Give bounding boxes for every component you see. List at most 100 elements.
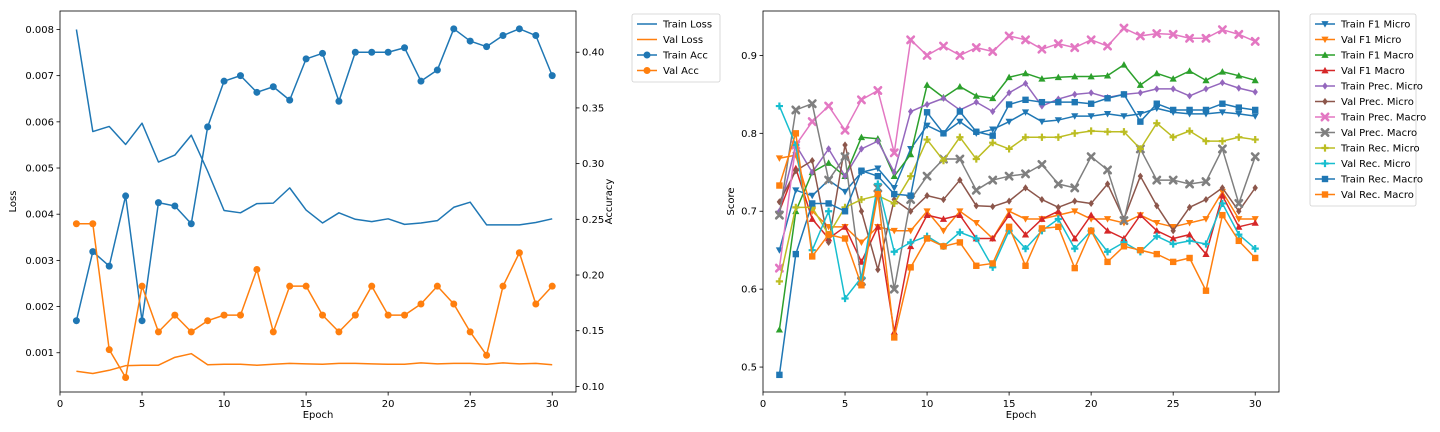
data-point (1218, 192, 1226, 199)
data-point (1235, 216, 1243, 223)
data-point (72, 220, 80, 228)
data-point (401, 311, 409, 319)
x-tick-label: 5 (139, 399, 145, 410)
data-point (973, 98, 979, 106)
data-point (1186, 92, 1193, 100)
data-point (840, 125, 850, 135)
data-point (873, 85, 883, 95)
series-train-loss (75, 29, 553, 226)
y2-tick-label: 0.15 (582, 326, 604, 337)
y2-tick-label: 0.40 (582, 48, 604, 59)
data-point (972, 220, 980, 227)
data-point (89, 220, 97, 228)
series-line (778, 93, 1256, 375)
data-point (907, 238, 915, 247)
data-point (1217, 144, 1227, 154)
data-point (923, 135, 931, 144)
data-point (335, 97, 343, 105)
data-point (220, 77, 228, 85)
y-tick-label: 0.004 (25, 210, 54, 221)
data-point (515, 249, 523, 257)
series-line (76, 352, 553, 375)
data-point (957, 176, 963, 184)
series-line (778, 107, 1256, 251)
x-tick-label: 20 (1085, 399, 1098, 410)
data-point (1088, 199, 1094, 208)
data-point (776, 182, 783, 189)
data-point (825, 145, 832, 153)
data-point (775, 277, 784, 285)
data-point (1137, 118, 1144, 125)
data-point (858, 167, 865, 174)
data-point (122, 192, 130, 200)
data-point (1021, 69, 1030, 77)
data-point (1169, 106, 1177, 114)
data-point (1054, 215, 1062, 223)
data-point (841, 188, 849, 196)
legend-marker (643, 67, 651, 74)
data-point (1103, 110, 1112, 118)
data-point (1135, 31, 1145, 41)
data-point (890, 227, 898, 235)
data-point (1154, 85, 1160, 93)
data-point (105, 262, 113, 270)
legend-marker (1321, 144, 1329, 152)
y-tick-label: 0.003 (25, 256, 54, 267)
data-point (809, 156, 815, 165)
data-point (335, 328, 343, 336)
data-point (187, 220, 195, 228)
data-point (973, 128, 980, 135)
data-point (236, 72, 244, 80)
data-point (122, 374, 130, 382)
y-tick-label: 0.002 (25, 302, 54, 313)
data-point (1252, 88, 1258, 96)
data-point (483, 43, 491, 51)
data-point (1021, 35, 1031, 45)
data-point (956, 82, 964, 90)
data-point (906, 35, 916, 45)
legend-box (1309, 13, 1417, 207)
data-point (1038, 118, 1046, 126)
series-train-f1-macro (775, 61, 1259, 333)
data-point (1120, 234, 1128, 242)
series-val-acc (72, 220, 556, 382)
data-point (1202, 250, 1210, 257)
data-point (1185, 179, 1195, 189)
data-point (1103, 165, 1113, 175)
series-val-prec-micro (776, 141, 1258, 274)
data-point (1201, 33, 1211, 43)
data-point (499, 32, 507, 40)
data-point (1153, 220, 1161, 227)
data-point (1252, 254, 1259, 262)
y-tick-label: 0.006 (25, 117, 54, 128)
data-point (1104, 258, 1111, 266)
data-point (1252, 106, 1259, 114)
data-point (319, 311, 327, 319)
data-point (1005, 73, 1013, 81)
data-point (1137, 89, 1144, 97)
data-point (1203, 85, 1209, 93)
data-point (1136, 110, 1144, 118)
data-point (1202, 106, 1210, 114)
series-train-rec-macro (776, 91, 1259, 379)
data-point (775, 326, 784, 333)
data-point (1218, 199, 1226, 208)
data-point (450, 25, 458, 33)
data-point (1251, 219, 1259, 226)
x-tick-label: 25 (464, 399, 477, 410)
y2-tick-label: 0.35 (582, 103, 604, 114)
data-point (532, 32, 540, 40)
data-point (824, 101, 834, 111)
data-point (171, 311, 179, 319)
data-point (1120, 128, 1128, 136)
series-line (778, 27, 1256, 269)
data-point (890, 199, 898, 208)
data-point (1087, 127, 1095, 135)
data-point (417, 300, 425, 308)
data-point (907, 227, 915, 235)
y-axis-label: Loss (8, 191, 19, 213)
data-point (1071, 234, 1079, 242)
chart-panel-2: 0 5 10 15 20 25 30 0.5 0.6 0.7 0.8 0.9 Epoch Score Tra… (726, 10, 1426, 421)
data-point (891, 190, 898, 198)
data-point (775, 247, 784, 254)
